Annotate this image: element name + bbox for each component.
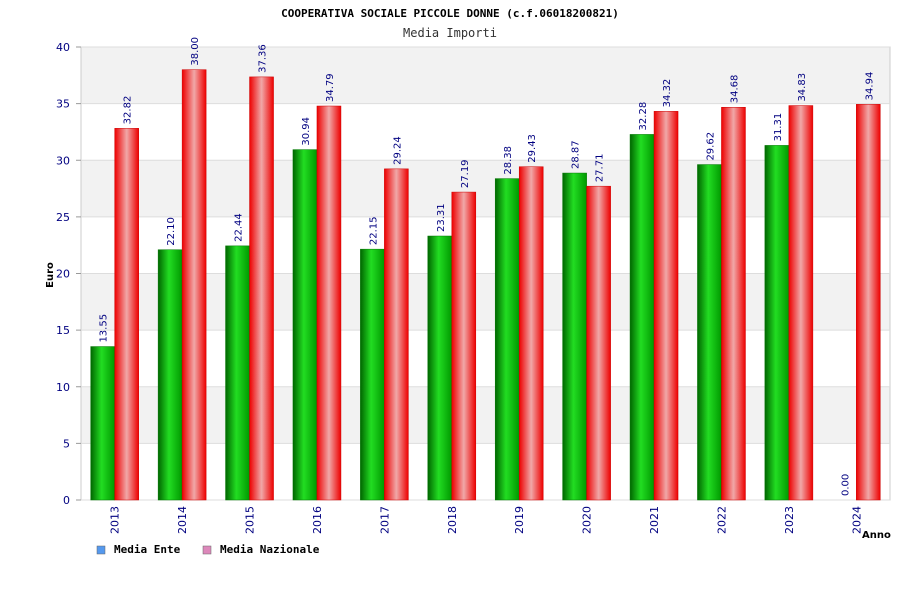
y-tick-label: 20 — [56, 268, 70, 281]
y-tick-label: 40 — [56, 41, 70, 54]
bar-media-nazionale-2014 — [181, 69, 207, 501]
bar-media-nazionale-2022 — [721, 106, 746, 501]
bar-media-nazionale-2023 — [788, 105, 814, 501]
bar-media-ente-2015 — [225, 245, 250, 501]
x-tick-label: 2024 — [850, 506, 863, 534]
x-tick-label: 2013 — [109, 506, 122, 534]
chart-title: COOPERATIVA SOCIALE PICCOLE DONNE (c.f.0… — [281, 7, 619, 20]
value-label: 23.31 — [436, 203, 447, 232]
x-tick-label: 2023 — [783, 506, 796, 534]
y-tick-label: 25 — [56, 211, 70, 224]
plot-band — [81, 47, 890, 104]
bars — [90, 69, 881, 501]
x-axis-label: Anno — [862, 530, 891, 541]
value-label: 37.36 — [258, 44, 269, 73]
bar-media-nazionale-2019 — [518, 166, 544, 501]
value-label: 31.31 — [773, 113, 784, 142]
gridlines — [81, 46, 890, 501]
bar-media-ente-2018 — [427, 235, 453, 501]
x-tick-label: 2016 — [311, 506, 324, 534]
bar-media-ente-2020 — [562, 172, 587, 501]
y-axis-ticks: 0 5 10 15 20 25 30 35 40 — [56, 41, 81, 507]
x-tick-label: 2014 — [176, 506, 189, 534]
y-tick-label: 15 — [56, 324, 70, 337]
plot-band — [81, 103, 890, 161]
bar-media-nazionale-2018 — [451, 191, 477, 501]
bar-media-ente-2021 — [629, 134, 655, 501]
value-label: 34.32 — [662, 79, 673, 108]
x-tick-label: 2020 — [581, 506, 594, 534]
y-tick-label: 35 — [56, 98, 70, 111]
value-label: 22.10 — [166, 217, 177, 246]
plot-band — [81, 386, 890, 444]
value-label: 34.94 — [864, 72, 875, 101]
value-label: 34.83 — [797, 73, 808, 102]
bar-media-nazionale-2016 — [316, 105, 342, 501]
bar-media-ente-2014 — [157, 249, 183, 501]
bar-media-nazionale-2015 — [249, 76, 274, 501]
bar-media-nazionale-2020 — [586, 185, 611, 501]
value-label: 32.82 — [123, 96, 134, 125]
plot-band — [81, 273, 890, 331]
value-label: 32.28 — [638, 102, 649, 131]
bar-media-ente-2017 — [360, 248, 385, 501]
value-label: 13.55 — [99, 314, 110, 343]
bar-media-ente-2023 — [764, 145, 790, 501]
plot-background — [80, 46, 891, 501]
value-label: 29.24 — [392, 136, 403, 165]
bar-media-ente-2016 — [292, 149, 318, 501]
x-tick-label: 2019 — [513, 506, 526, 534]
y-tick-label: 5 — [63, 437, 70, 450]
value-label: 27.19 — [460, 159, 471, 188]
value-label: 29.62 — [705, 132, 716, 161]
x-tick-label: 2017 — [378, 506, 391, 534]
value-label: 28.38 — [503, 146, 514, 175]
legend-label: Media Ente — [114, 543, 181, 556]
chart-subtitle: Media Importi — [403, 26, 497, 40]
value-label: 30.94 — [301, 117, 312, 146]
value-label: 29.43 — [527, 134, 538, 163]
value-label: 0.00 — [840, 474, 851, 496]
x-axis-ticks: 2013 2014 2015 2016 2017 2018 2019 2020 2021 2022… — [109, 506, 864, 534]
bar-media-ente-2022 — [697, 164, 722, 501]
y-tick-label: 0 — [63, 494, 70, 507]
value-label: 38.00 — [190, 37, 201, 66]
x-tick-label: 2021 — [648, 506, 661, 534]
plot-band — [81, 443, 890, 500]
x-tick-label: 2015 — [244, 506, 257, 534]
legend: Media Ente Media Nazionale — [96, 543, 320, 556]
value-label: 22.44 — [234, 213, 245, 242]
plot-band — [81, 330, 890, 387]
value-label: 34.68 — [729, 75, 740, 104]
y-tick-label: 30 — [56, 154, 70, 167]
legend-label: Media Nazionale — [220, 543, 320, 556]
plot-band — [81, 216, 890, 274]
bar-media-nazionale-2017 — [384, 168, 409, 501]
value-label: 34.79 — [325, 73, 336, 102]
value-label: 28.87 — [571, 140, 582, 169]
x-tick-label: 2018 — [446, 506, 459, 534]
bar-media-nazionale-2021 — [653, 111, 679, 501]
y-axis-label: Euro — [45, 262, 56, 288]
value-labels: 13.55 32.82 22.10 38.00 22.44 37.36 30.94 34.79… — [99, 37, 876, 496]
bar-media-nazionale-2013 — [114, 128, 139, 501]
bar-media-nazionale-2024 — [856, 104, 881, 501]
bar-media-ente-2013 — [90, 346, 115, 501]
value-label: 27.71 — [595, 154, 606, 183]
x-tick-label: 2022 — [715, 506, 728, 534]
bar-media-ente-2019 — [494, 178, 520, 501]
legend-swatch — [202, 545, 212, 555]
y-tick-label: 10 — [56, 381, 70, 394]
legend-swatch — [96, 545, 106, 555]
plot-band — [81, 160, 890, 217]
value-label: 22.15 — [368, 217, 379, 246]
